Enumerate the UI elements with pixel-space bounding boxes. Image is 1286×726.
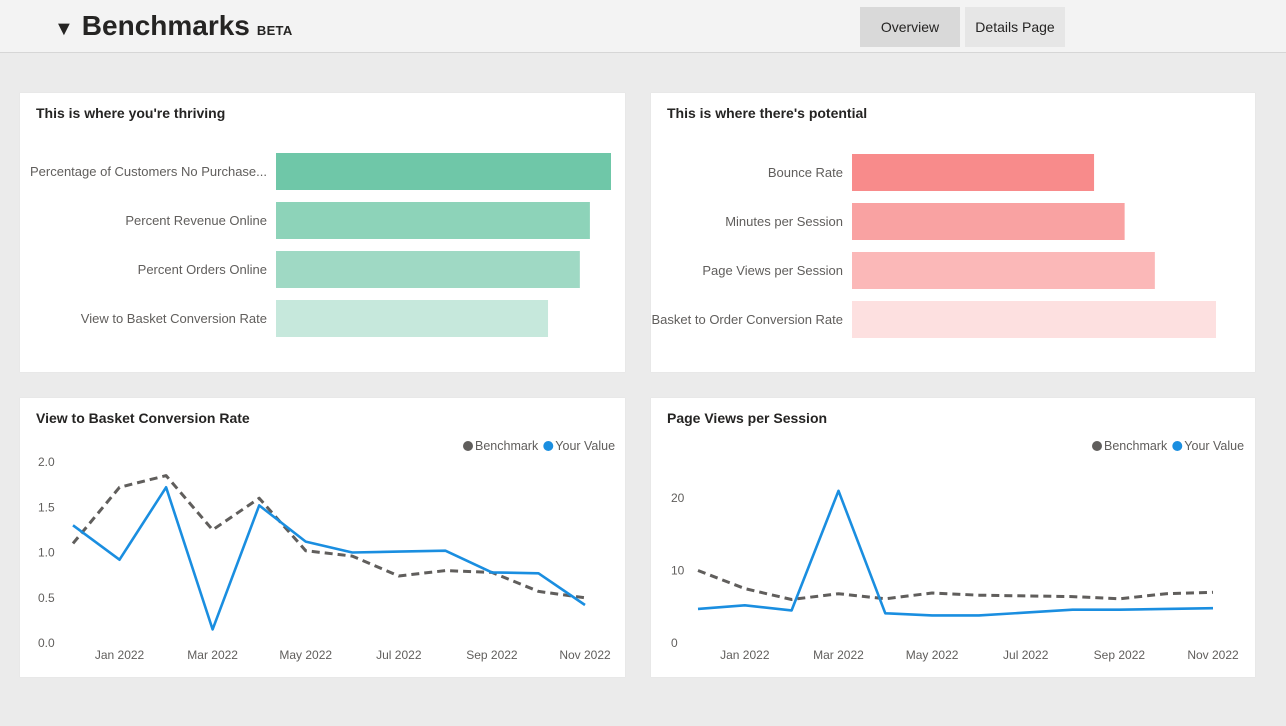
vbcr-legend: Benchmark Your Value: [463, 439, 615, 453]
potential-bar-0[interactable]: [852, 154, 1095, 191]
potential-bar-chart: Bounce Rate Minutes per Session Page Views…: [652, 154, 1216, 338]
vbcr-legend-marker-1: [543, 441, 554, 451]
thriving-bar-label-1: Percent Revenue Online: [125, 213, 267, 228]
page-title: Benchmarks: [81, 10, 250, 41]
pvps-x-tick-0: Jan 2022: [720, 648, 770, 662]
potential-bar-1[interactable]: [852, 203, 1125, 240]
pvps-line-chart: 20 10 0 Jan 2022 Mar 2022 May 2022 Jul 2022 Sep…: [671, 439, 1244, 662]
pvps-y-tick-0: 20: [671, 491, 685, 505]
thriving-card: This is where you're thriving Percentage…: [20, 93, 625, 372]
pvps-y-tick-1: 10: [671, 564, 685, 578]
vbcr-legend-marker-0: [463, 441, 473, 451]
pvps-series-your-value-line[interactable]: [697, 489, 1214, 617]
pvps-legend-label-1: Your Value: [1184, 439, 1244, 453]
pvps-x-tick-5: Nov 2022: [1187, 648, 1239, 662]
potential-card: This is where there's potential Bounce R…: [651, 93, 1255, 372]
potential-bar-label-3: Basket to Order Conversion Rate: [652, 312, 843, 327]
pvps-y-tick-2: 0: [671, 636, 678, 650]
collapse-triangle-icon[interactable]: ▼: [54, 18, 74, 40]
vbcr-x-tick-1: Mar 2022: [187, 648, 238, 662]
thriving-bar-1[interactable]: [276, 202, 590, 239]
vbcr-series-benchmark-line[interactable]: [71, 474, 586, 600]
potential-bar-label-2: Page Views per Session: [702, 263, 843, 278]
vbcr-legend-label-1: Your Value: [555, 439, 615, 453]
thriving-bar-0[interactable]: [276, 153, 611, 190]
vbcr-card-title: View to Basket Conversion Rate: [36, 410, 250, 426]
beta-badge: BETA: [256, 23, 293, 38]
vbcr-y-tick-1: 1.5: [38, 500, 55, 514]
pvps-x-tick-4: Sep 2022: [1094, 648, 1146, 662]
vbcr-line-chart: 2.0 1.5 1.0 0.5 0.0 Jan 2022 Mar 2022 May 2022 J…: [38, 439, 615, 662]
potential-bar-3[interactable]: [852, 301, 1216, 338]
vbcr-x-tick-4: Sep 2022: [466, 648, 518, 662]
page-header: ▼ Benchmarks BETA Overview Details Page: [0, 0, 1286, 53]
thriving-bar-3[interactable]: [276, 300, 549, 337]
pvps-card-title: Page Views per Session: [667, 410, 828, 426]
pvps-legend-marker-1: [1172, 441, 1183, 451]
pvps-card: Page Views per Session 20 10 0 Jan 2022 Mar …: [651, 398, 1255, 677]
pvps-legend-label-0: Benchmark: [1104, 439, 1168, 453]
vbcr-card: View to Basket Conversion Rate 2.0 1.5 1.0…: [20, 398, 625, 677]
potential-card-title: This is where there's potential: [667, 105, 868, 121]
thriving-bar-label-0: Percentage of Customers No Purchase...: [30, 164, 267, 179]
vbcr-y-tick-0: 2.0: [38, 455, 55, 469]
vbcr-series-your-value-line[interactable]: [72, 486, 586, 631]
thriving-bar-chart: Percentage of Customers No Purchase... Pe…: [30, 153, 611, 337]
potential-bar-label-0: Bounce Rate: [768, 165, 843, 180]
vbcr-y-tick-2: 1.0: [38, 546, 55, 560]
thriving-bar-2[interactable]: [276, 251, 580, 288]
pvps-legend: Benchmark Your Value: [1092, 439, 1244, 453]
potential-bar-2[interactable]: [852, 252, 1155, 289]
vbcr-legend-label-0: Benchmark: [475, 439, 539, 453]
tab-details-page[interactable]: Details Page: [965, 7, 1065, 47]
vbcr-x-tick-5: Nov 2022: [559, 648, 611, 662]
vbcr-x-tick-3: Jul 2022: [376, 648, 422, 662]
vbcr-y-tick-3: 0.5: [38, 591, 55, 605]
pvps-x-tick-1: Mar 2022: [813, 648, 864, 662]
potential-bar-label-1: Minutes per Session: [725, 214, 843, 229]
thriving-bar-label-3: View to Basket Conversion Rate: [81, 311, 267, 326]
vbcr-x-tick-0: Jan 2022: [95, 648, 145, 662]
title-group: ▼ Benchmarks BETA: [54, 10, 293, 45]
pvps-x-tick-3: Jul 2022: [1003, 648, 1049, 662]
vbcr-x-tick-2: May 2022: [279, 648, 332, 662]
tab-overview[interactable]: Overview: [860, 7, 960, 47]
pvps-series-benchmark-line[interactable]: [697, 569, 1214, 601]
vbcr-y-tick-4: 0.0: [38, 636, 55, 650]
pvps-legend-marker-0: [1092, 441, 1102, 451]
thriving-bar-label-2: Percent Orders Online: [138, 262, 267, 277]
pvps-x-tick-2: May 2022: [906, 648, 959, 662]
thriving-card-title: This is where you're thriving: [36, 105, 226, 121]
